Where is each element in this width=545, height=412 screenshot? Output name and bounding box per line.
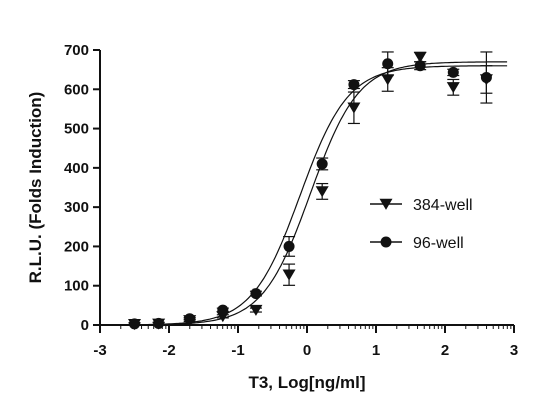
data-point-circle xyxy=(184,313,196,325)
x-tick-label: -1 xyxy=(231,342,244,359)
fit-curve xyxy=(120,65,508,326)
x-tick-label: 1 xyxy=(372,342,380,359)
y-tick-label: 200 xyxy=(64,238,89,255)
data-point-triangle xyxy=(347,102,361,114)
data-point-triangle xyxy=(282,269,296,281)
data-point-circle xyxy=(348,79,360,91)
legend-marker xyxy=(380,236,392,248)
fit-curves xyxy=(120,61,508,326)
x-axis-title: T3, Log[ng/ml] xyxy=(248,373,365,392)
x-tick-label: 2 xyxy=(441,342,449,359)
legend-label: 384-well xyxy=(413,197,473,214)
y-tick-label: 600 xyxy=(64,81,89,98)
fit-curve xyxy=(120,61,508,326)
data-point-circle xyxy=(283,240,295,252)
data-point-circle xyxy=(414,60,426,72)
axes-layer: 0 100 200 300 400 500 600 700 -3 -2 -1 0 1 2 3 xyxy=(64,42,518,359)
x-tick-label: -3 xyxy=(93,342,106,359)
data-point-circle xyxy=(217,304,229,316)
y-tick-label: 300 xyxy=(64,199,89,216)
legend-label: 96-well xyxy=(413,235,464,252)
data-point-circle xyxy=(480,72,492,83)
data-point-triangle xyxy=(249,304,263,316)
x-tick-label: 0 xyxy=(303,342,311,359)
y-tick-label: 500 xyxy=(64,121,89,138)
y-tick-label: 0 xyxy=(81,317,89,334)
legend: 384-well 96-well xyxy=(370,197,473,252)
y-axis-title: R.L.U. (Folds Induction) xyxy=(26,92,45,284)
data-point-circle xyxy=(382,58,394,70)
data-point-circle xyxy=(129,318,140,330)
data-point-triangle xyxy=(413,51,427,63)
data-point-triangle xyxy=(381,74,395,86)
x-tick-label: -2 xyxy=(162,342,175,359)
data-point-triangle xyxy=(446,82,460,94)
y-tick-label: 100 xyxy=(64,278,89,295)
data-point-circle xyxy=(153,317,165,329)
y-tick-label: 700 xyxy=(64,42,89,59)
x-tick-label: 3 xyxy=(510,342,518,359)
data-point-circle xyxy=(316,158,328,170)
data-point-circle xyxy=(250,288,262,300)
data-points xyxy=(128,51,493,331)
legend-marker xyxy=(379,198,393,210)
data-point-triangle xyxy=(315,186,329,198)
data-point-circle xyxy=(447,66,459,78)
y-tick-label: 400 xyxy=(64,160,89,177)
